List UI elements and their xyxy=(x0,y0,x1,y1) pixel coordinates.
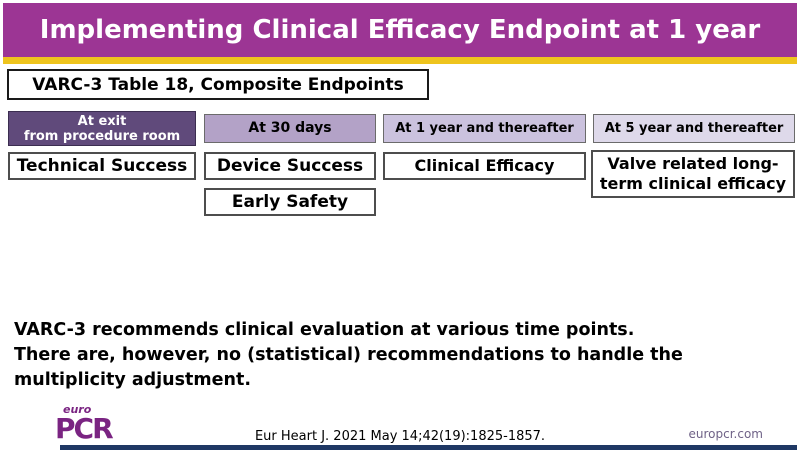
timeline-header-5-year: At 5 year and thereafter xyxy=(593,114,795,143)
logo-euro-text: euro xyxy=(63,403,92,416)
timeline-header-30-days: At 30 days xyxy=(204,114,376,143)
website-link[interactable]: europcr.com xyxy=(688,427,764,441)
body-statement: VARC-3 recommends clinical evaluation at… xyxy=(14,320,683,390)
subtitle-box: VARC-3 Table 18, Composite Endpoints xyxy=(7,69,429,100)
endpoint-device-success: Device Success xyxy=(204,152,376,180)
europcr-logo: euro PCR xyxy=(55,404,125,443)
endpoint-early-safety: Early Safety xyxy=(204,188,376,216)
bottom-bar xyxy=(60,445,797,450)
citation-text: Eur Heart J. 2021 May 14;42(19):1825-185… xyxy=(254,429,546,444)
title-bar: Implementing Clinical Efficacy Endpoint … xyxy=(3,3,797,57)
endpoint-clinical-efficacy: Clinical Efficacy xyxy=(383,152,586,180)
subtitle-text: VARC-3 Table 18, Composite Endpoints xyxy=(32,74,404,95)
endpoint-valve-long-term: Valve related long-term clinical efficac… xyxy=(591,150,795,198)
timeline-header-1-year: At 1 year and thereafter xyxy=(383,114,586,143)
endpoint-technical-success: Technical Success xyxy=(8,152,196,180)
logo-pcr-text: PCR xyxy=(55,412,114,445)
gold-divider xyxy=(3,57,797,64)
timeline-header-at-exit: At exit from procedure room xyxy=(8,111,196,146)
slide-title: Implementing Clinical Efficacy Endpoint … xyxy=(39,15,761,45)
